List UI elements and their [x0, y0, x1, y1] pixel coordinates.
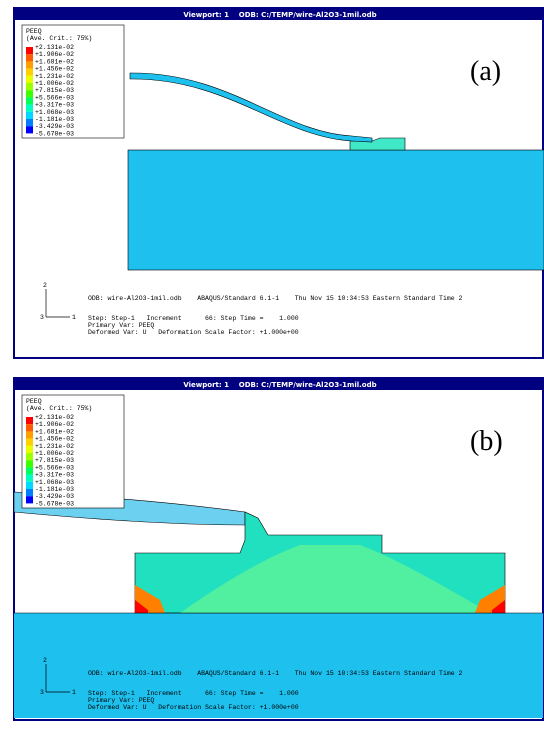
footer-step: Step: Step-1 Increment 66: Step Time = 1… [88, 315, 299, 322]
legend-value: +1.006e-02 [35, 80, 74, 87]
viewport-title: Viewport: 1 ODB: C:/TEMP/wire-Al2O3-1mil… [183, 11, 376, 19]
legend-swatch [26, 446, 33, 453]
legend-value: +3.317e-03 [35, 472, 74, 479]
footer-odb: ODB: wire-Al2O3-1mil.odb ABAQUS/Standard… [88, 295, 463, 302]
legend-value: +1.006e-02 [35, 450, 74, 457]
legend-title: PEEQ [26, 28, 42, 35]
triad-label: 2 [43, 282, 47, 289]
screenshot: Viewport: 1 ODB: C:/TEMP/wire-Al2O3-1mil… [0, 0, 544, 730]
legend-swatch [26, 439, 33, 446]
legend-swatch [26, 467, 33, 474]
legend-value: +1.068e-03 [35, 109, 74, 116]
legend-swatch [26, 496, 33, 503]
legend-criterion: (Ave. Crit.: 75%) [26, 35, 92, 42]
footer-odb: ODB: wire-Al2O3-1mil.odb ABAQUS/Standard… [88, 670, 463, 677]
legend-value: -1.181e-03 [35, 486, 74, 493]
legend-value: +7.815e-03 [35, 457, 74, 464]
legend-value: +1.681e-02 [35, 428, 74, 435]
legend-swatch [26, 424, 33, 431]
legend-value: +1.068e-03 [35, 479, 74, 486]
substrate [128, 150, 544, 270]
legend-value: +5.566e-03 [35, 464, 74, 471]
footer-deformed: Deformed Var: U Deformation Scale Factor… [88, 704, 299, 711]
legend-value: +1.906e-02 [35, 421, 74, 428]
viewport: Viewport: 1 ODB: C:/TEMP/wire-Al2O3-1mil… [14, 8, 544, 358]
viewport: Viewport: 1 ODB: C:/TEMP/wire-Al2O3-1mil… [14, 378, 544, 720]
legend-swatch [26, 475, 33, 482]
legend-value: +1.231e-02 [35, 73, 74, 80]
legend-swatch [26, 105, 33, 112]
triad-label: 2 [43, 657, 47, 664]
legend-swatch [26, 119, 33, 126]
viewport-title: Viewport: 1 ODB: C:/TEMP/wire-Al2O3-1mil… [183, 381, 376, 389]
legend-value: +1.231e-02 [35, 443, 74, 450]
legend-value: +2.131e-02 [35, 414, 74, 421]
triad-label: 1 [72, 314, 76, 321]
legend-swatch [26, 431, 33, 438]
legend-swatch [26, 482, 33, 489]
triad-label: 1 [72, 689, 76, 696]
legend-title: PEEQ [26, 398, 42, 405]
legend-swatch [26, 54, 33, 61]
legend-swatch [26, 489, 33, 496]
footer-primary: Primary Var: PEEQ [88, 322, 154, 329]
legend-value: -3.429e-03 [35, 123, 74, 130]
legend-value: +2.131e-02 [35, 44, 74, 51]
legend-swatch [26, 61, 33, 68]
legend-swatch [26, 76, 33, 83]
triad-label: 3 [40, 689, 44, 696]
legend-value: +1.681e-02 [35, 58, 74, 65]
legend-criterion: (Ave. Crit.: 75%) [26, 405, 92, 412]
legend-value: -3.429e-03 [35, 493, 74, 500]
legend-value: +7.815e-03 [35, 87, 74, 94]
footer-primary: Primary Var: PEEQ [88, 697, 154, 704]
legend-value: -5.678e-03 [35, 130, 74, 137]
legend-swatch [26, 126, 33, 133]
legend-swatch [26, 69, 33, 76]
legend-swatch [26, 453, 33, 460]
legend-value: +1.456e-02 [35, 66, 74, 73]
legend-swatch [26, 90, 33, 97]
legend-value: +1.906e-02 [35, 51, 74, 58]
legend-value: +1.456e-02 [35, 436, 74, 443]
panel-label: (a) [470, 56, 501, 87]
legend-value: +3.317e-03 [35, 102, 74, 109]
legend-value: +5.566e-03 [35, 94, 74, 101]
legend-value: -5.678e-03 [35, 500, 74, 507]
legend-swatch [26, 83, 33, 90]
footer-deformed: Deformed Var: U Deformation Scale Factor… [88, 329, 299, 336]
panel-label: (b) [470, 426, 503, 457]
footer-step: Step: Step-1 Increment 66: Step Time = 1… [88, 690, 299, 697]
legend-swatch [26, 97, 33, 104]
legend-swatch [26, 460, 33, 467]
triad-label: 3 [40, 314, 44, 321]
legend-value: -1.181e-03 [35, 116, 74, 123]
legend-swatch [26, 417, 33, 424]
legend-swatch [26, 112, 33, 119]
legend-swatch [26, 47, 33, 54]
